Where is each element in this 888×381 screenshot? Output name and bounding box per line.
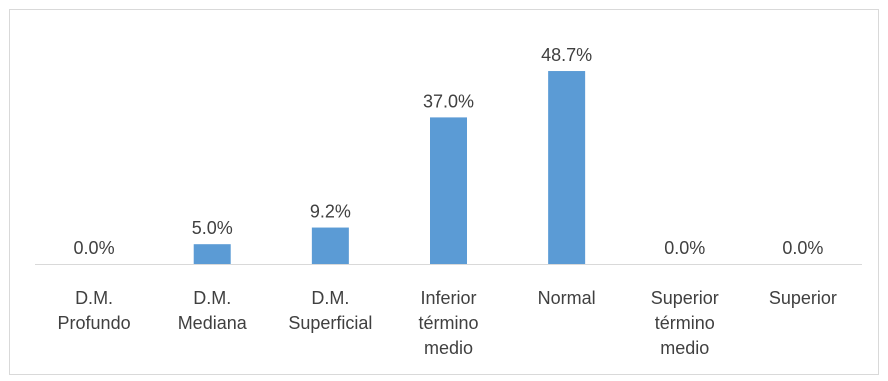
data-label-5: 0.0% [664,238,705,258]
tick-label-line: Normal [538,288,596,308]
tick-label-0: D.M. Profundo [58,288,131,333]
bars [193,71,586,264]
tick-label-line: Superior [769,288,837,308]
data-labels: 0.0% 5.0% 9.2% 37.0% 48.7% 0.0% 0.0% [74,45,824,258]
tick-label-line: Superior [651,288,719,308]
tick-label-4: Normal [538,288,596,308]
data-label-2: 9.2% [310,202,351,222]
tick-label-line: término [418,313,478,333]
tick-label-line: medio [660,338,709,358]
tick-label-line: D.M. [193,288,231,308]
tick-label-5: Superior término medio [651,288,719,358]
tick-label-6: Superior [769,288,837,308]
data-label-6: 0.0% [782,238,823,258]
tick-label-3: Inferior término medio [418,288,478,358]
tick-label-line: Inferior [420,288,476,308]
bar-3 [430,117,467,264]
tick-label-line: D.M. [311,288,349,308]
tick-label-line: medio [424,338,473,358]
tick-label-2: D.M. Superficial [288,288,372,333]
data-label-1: 5.0% [192,218,233,238]
data-label-0: 0.0% [74,238,115,258]
tick-label-line: Profundo [58,313,131,333]
tick-label-line: término [655,313,715,333]
tick-label-line: Superficial [288,313,372,333]
bar-4 [548,71,586,264]
tick-label-1: D.M. Mediana [178,288,248,333]
bar-2 [311,227,349,264]
data-label-3: 37.0% [423,91,474,111]
tick-label-line: D.M. [75,288,113,308]
x-axis-tick-labels: D.M. Profundo D.M. Mediana D.M. Superficial In… [58,288,837,358]
bar-1 [193,244,231,264]
data-label-4: 48.7% [541,45,592,65]
tick-label-line: Mediana [178,313,248,333]
